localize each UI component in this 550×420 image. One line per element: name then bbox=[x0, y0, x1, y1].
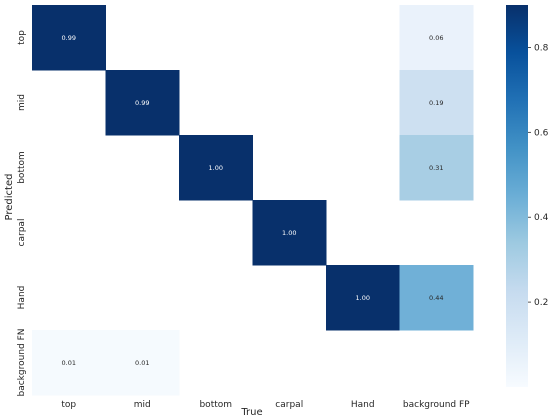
heatmap-cell bbox=[105, 70, 180, 136]
x-tick-label: Hand bbox=[351, 400, 375, 410]
y-tick-label: bottom bbox=[17, 151, 27, 184]
y-tick-label: top bbox=[17, 30, 27, 45]
cell-value-label: 0.31 bbox=[429, 164, 443, 172]
colorbar-tick-label: 0.6 bbox=[534, 128, 549, 138]
y-axis-title: Predicted bbox=[4, 174, 15, 221]
colorbar-tick-label: 0.8 bbox=[534, 43, 549, 53]
heatmap-cell bbox=[179, 135, 253, 201]
cell-value-label: 1.00 bbox=[356, 294, 370, 302]
heatmap-cell bbox=[32, 330, 106, 396]
heatmap-cell bbox=[105, 330, 180, 396]
y-tick-label: background FN bbox=[17, 328, 27, 396]
colorbar-tick-label: 0.2 bbox=[534, 298, 548, 308]
heatmap-cell bbox=[326, 265, 400, 331]
heatmap-cell bbox=[399, 265, 474, 331]
cell-value-label: 1.00 bbox=[209, 164, 223, 172]
cell-value-label: 0.01 bbox=[62, 359, 76, 367]
cell-value-label: 0.44 bbox=[429, 294, 443, 302]
heatmap-cell bbox=[399, 135, 474, 201]
heatmap-cell bbox=[399, 5, 474, 71]
x-tick-label: background FP bbox=[403, 400, 470, 410]
x-axis-title: True bbox=[240, 407, 262, 418]
x-tick-label: top bbox=[61, 400, 76, 410]
x-tick-label: bottom bbox=[199, 400, 232, 410]
heatmap-cell bbox=[399, 70, 474, 136]
cell-value-label: 0.01 bbox=[135, 359, 149, 367]
cell-value-label: 0.99 bbox=[62, 34, 76, 42]
x-tick-label: carpal bbox=[275, 400, 303, 410]
colorbar-ticks: 0.2 0.4 0.6 0.8 bbox=[528, 43, 549, 308]
heatmap-cell bbox=[252, 200, 327, 266]
x-tick-labels: top mid bottom carpal Hand background FP bbox=[61, 400, 470, 410]
heatmap-cell bbox=[32, 5, 106, 71]
heatmap-cells: 0.99 0.06 0.99 0.19 1.00 0.31 1.00 1.00 0.44 0.01… bbox=[32, 5, 474, 396]
y-tick-label: Hand bbox=[17, 286, 27, 310]
cell-value-label: 0.06 bbox=[429, 34, 443, 42]
colorbar-tick-label: 0.4 bbox=[534, 213, 549, 223]
y-tick-label: mid bbox=[17, 94, 27, 111]
y-tick-label: carpal bbox=[17, 219, 27, 247]
y-tick-labels: top mid bottom carpal Hand background FN bbox=[17, 30, 27, 397]
colorbar: 0.2 0.4 0.6 0.8 bbox=[506, 5, 549, 387]
x-tick-label: mid bbox=[134, 400, 151, 410]
cell-value-label: 1.00 bbox=[282, 229, 296, 237]
colorbar-gradient bbox=[506, 5, 528, 387]
cell-value-label: 0.99 bbox=[135, 99, 149, 107]
cell-value-label: 0.19 bbox=[429, 99, 443, 107]
